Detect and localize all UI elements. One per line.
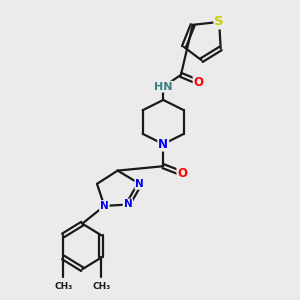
Text: N: N — [100, 201, 109, 211]
Text: S: S — [214, 15, 224, 28]
Text: N: N — [158, 138, 168, 151]
Text: O: O — [194, 76, 204, 89]
Text: HN: HN — [154, 82, 172, 92]
Text: O: O — [177, 167, 188, 180]
Text: N: N — [135, 179, 144, 189]
Text: N: N — [124, 200, 132, 209]
Text: CH₃: CH₃ — [54, 282, 72, 291]
Text: CH₃: CH₃ — [92, 282, 110, 291]
